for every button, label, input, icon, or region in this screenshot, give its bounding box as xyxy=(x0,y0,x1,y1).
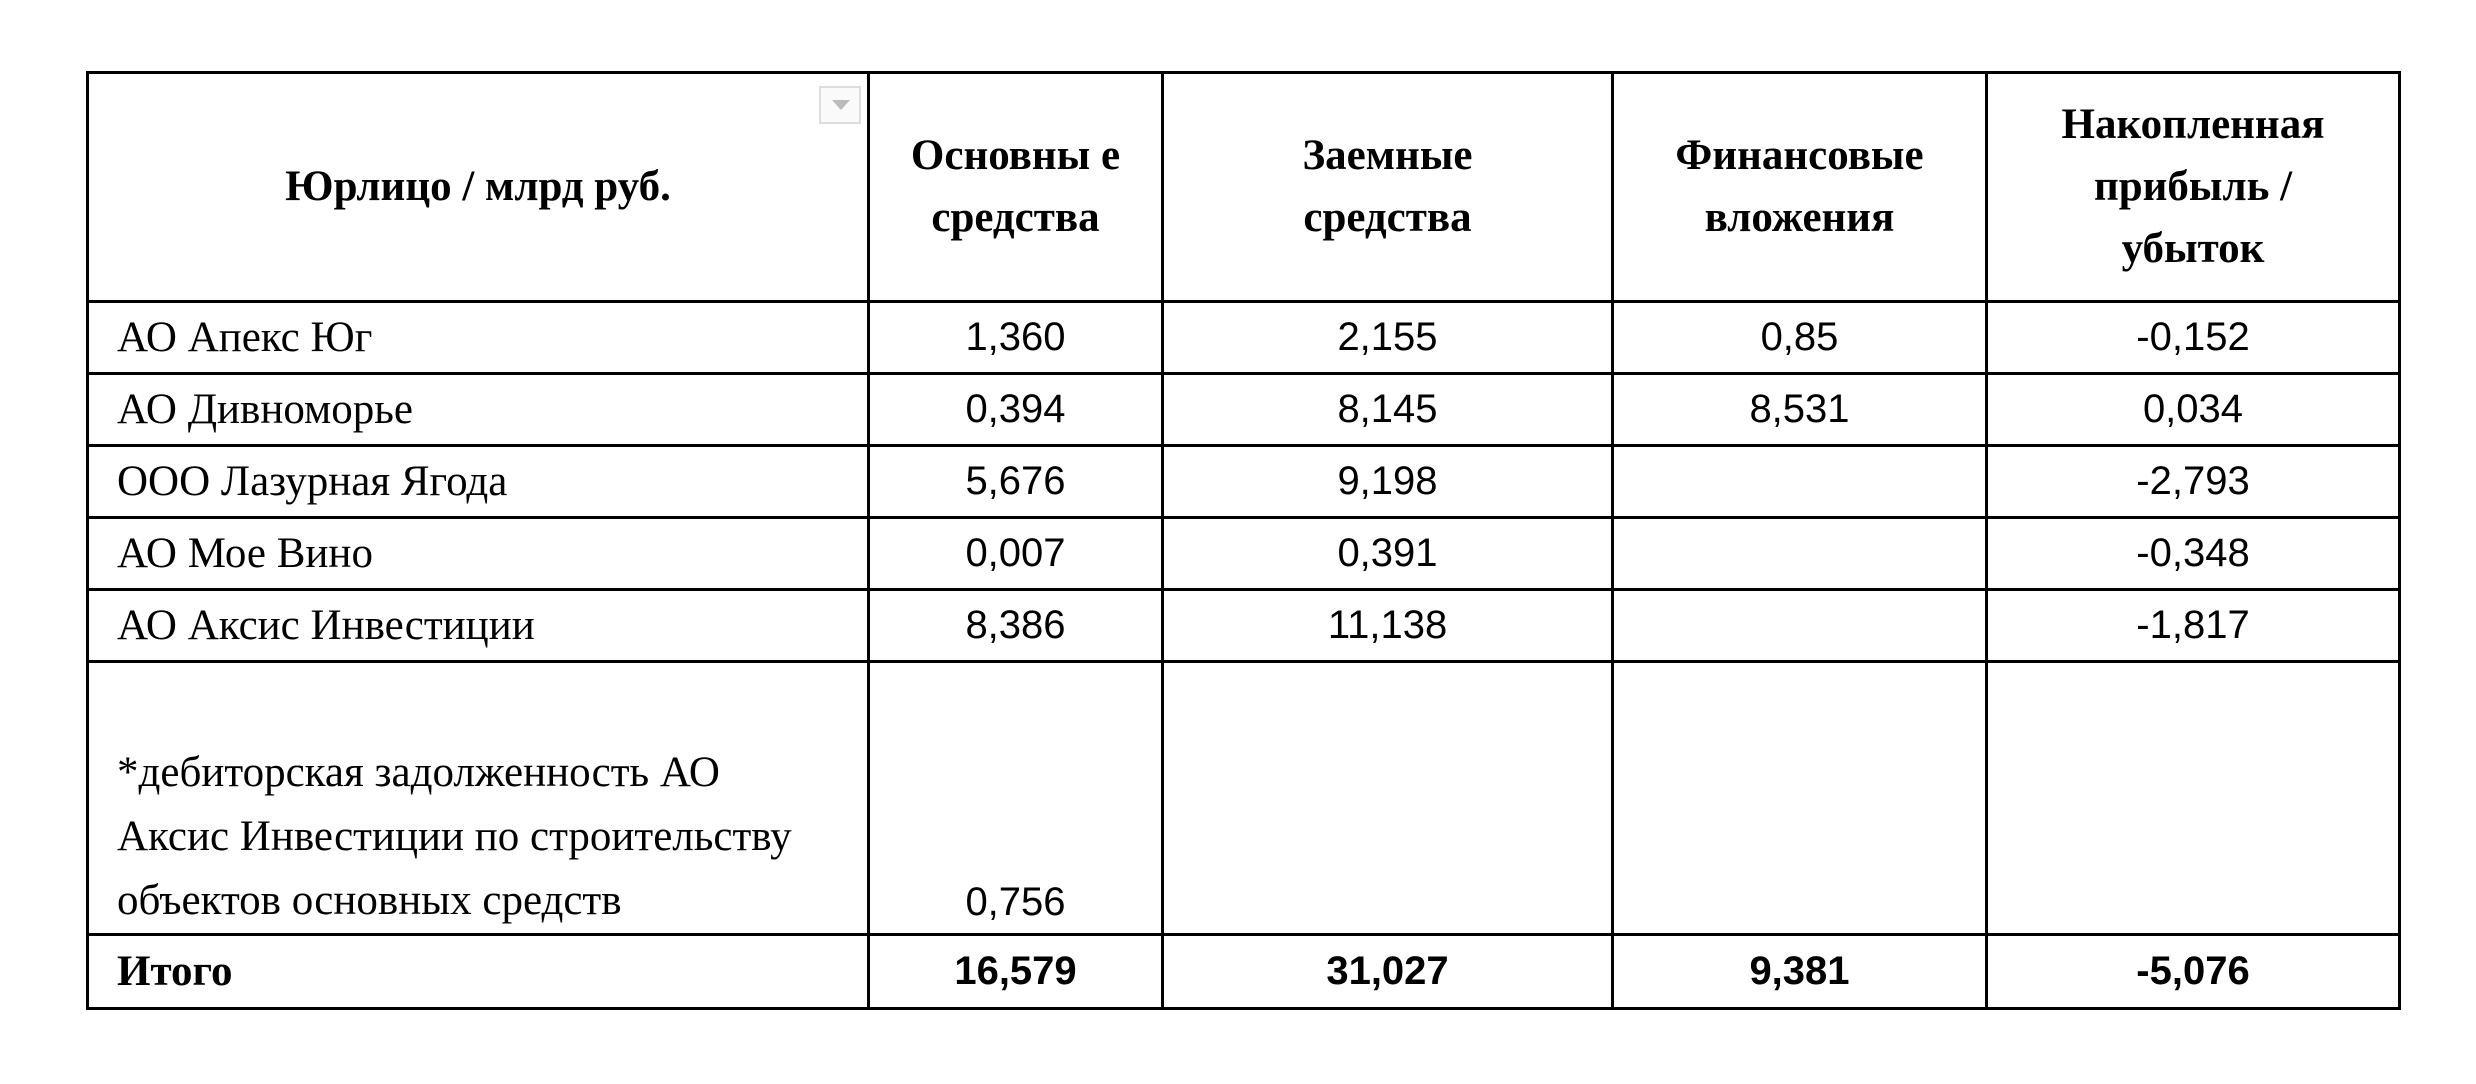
financial-cell: 8,531 xyxy=(1611,372,1988,447)
table-row: АО Апекс Юг 1,360 2,155 0,85 -0,152 xyxy=(86,300,2401,375)
borrowed-cell: 0,391 xyxy=(1161,516,1614,591)
total-financial: 9,381 xyxy=(1611,933,1988,1010)
financial-cell: 0,85 xyxy=(1611,300,1988,375)
entity-name: ООО Лазурная Ягода xyxy=(86,444,870,519)
financial-cell xyxy=(1611,516,1988,591)
borrowed-cell: 9,198 xyxy=(1161,444,1614,519)
header-financial-label: Финансовые вложения xyxy=(1675,132,1924,241)
total-borrowed: 31,027 xyxy=(1161,933,1614,1010)
financial-cell xyxy=(1611,444,1988,519)
fixed-assets-cell: 1,360 xyxy=(867,300,1164,375)
borrowed-cell: 2,155 xyxy=(1161,300,1614,375)
total-row: Итого 16,579 31,027 9,381 -5,076 xyxy=(86,933,2401,1010)
entity-name: АО Мое Вино xyxy=(86,516,870,591)
table-row: АО Мое Вино 0,007 0,391 -0,348 xyxy=(86,516,2401,591)
profit-cell: 0,034 xyxy=(1985,372,2401,447)
header-profit-label: Накопленная прибыль / убыток xyxy=(2061,101,2325,272)
header-financial: Финансовые вложения xyxy=(1611,71,1988,303)
table-row: АО Дивноморье 0,394 8,145 8,531 0,034 xyxy=(86,372,2401,447)
profit-cell: -0,152 xyxy=(1985,300,2401,375)
fixed-assets-cell: 5,676 xyxy=(867,444,1164,519)
financial-cell xyxy=(1611,660,1988,936)
table-row: ООО Лазурная Ягода 5,676 9,198 -2,793 xyxy=(86,444,2401,519)
borrowed-cell xyxy=(1161,660,1614,936)
header-row: Юрлицо / млрд руб. Основны е средства За… xyxy=(86,71,2401,303)
total-profit: -5,076 xyxy=(1985,933,2401,1010)
total-label: Итого xyxy=(86,933,870,1010)
profit-cell xyxy=(1985,660,2401,936)
table-row: АО Аксис Инвестиции 8,386 11,138 -1,817 xyxy=(86,588,2401,663)
note-text: *дебиторская задолженность АО Аксис Инве… xyxy=(86,660,870,936)
fixed-assets-cell: 0,007 xyxy=(867,516,1164,591)
total-fixed-assets: 16,579 xyxy=(867,933,1164,1010)
header-borrowed: Заемные средства xyxy=(1161,71,1614,303)
header-borrowed-label: Заемные средства xyxy=(1302,132,1473,241)
borrowed-cell: 11,138 xyxy=(1161,588,1614,663)
profit-cell: -2,793 xyxy=(1985,444,2401,519)
fixed-assets-cell: 0,394 xyxy=(867,372,1164,447)
header-fixed-assets: Основны е средства xyxy=(867,71,1164,303)
entity-name: АО Дивноморье xyxy=(86,372,870,447)
header-fixed-assets-label: Основны е средства xyxy=(910,132,1121,241)
entity-name: АО Аксис Инвестиции xyxy=(86,588,870,663)
borrowed-cell: 8,145 xyxy=(1161,372,1614,447)
header-entity-label: Юрлицо / млрд руб. xyxy=(285,163,671,210)
fixed-assets-cell: 8,386 xyxy=(867,588,1164,663)
filter-dropdown-icon[interactable] xyxy=(819,86,861,124)
profit-cell: -0,348 xyxy=(1985,516,2401,591)
entity-name: АО Апекс Юг xyxy=(86,300,870,375)
header-entity: Юрлицо / млрд руб. xyxy=(86,71,870,303)
financial-table: Юрлицо / млрд руб. Основны е средства За… xyxy=(86,71,2401,1010)
fixed-assets-cell: 0,756 xyxy=(867,660,1164,936)
profit-cell: -1,817 xyxy=(1985,588,2401,663)
financial-cell xyxy=(1611,588,1988,663)
note-row: *дебиторская задолженность АО Аксис Инве… xyxy=(86,660,2401,936)
header-profit: Накопленная прибыль / убыток xyxy=(1985,71,2401,303)
